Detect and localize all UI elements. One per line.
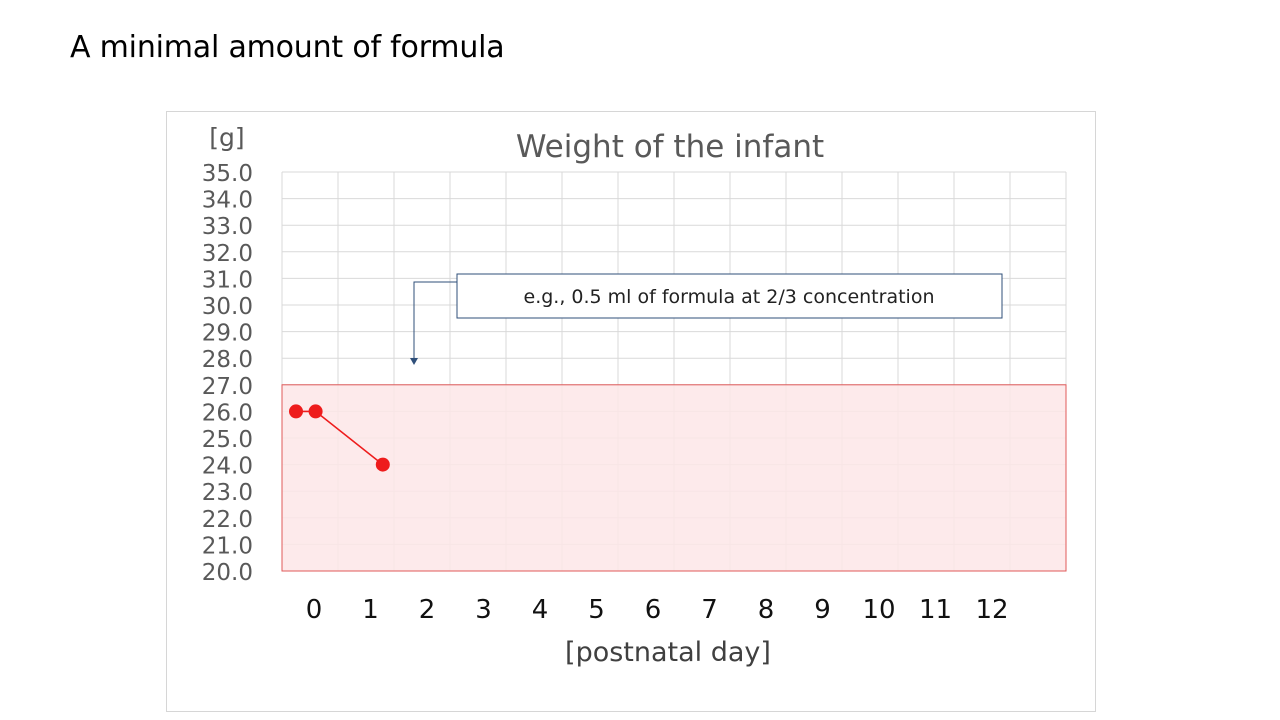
x-tick-label: 12	[975, 595, 1008, 625]
y-axis-label: [g]	[209, 123, 244, 152]
x-tick-label: 8	[758, 595, 775, 625]
y-tick-label: 33.0	[202, 214, 253, 240]
x-tick-label: 3	[475, 595, 492, 625]
x-tick-label: 6	[645, 595, 662, 625]
y-tick-label: 21.0	[202, 533, 253, 559]
target-range-band	[281, 384, 1067, 572]
y-tick-label: 30.0	[202, 294, 253, 320]
y-tick-label: 34.0	[202, 188, 253, 214]
x-tick-label: 7	[701, 595, 718, 625]
annotation-connector	[413, 281, 457, 359]
slide-title: A minimal amount of formula	[70, 30, 505, 65]
y-tick-label: 31.0	[202, 267, 253, 293]
y-tick-label: 32.0	[202, 241, 253, 267]
data-point	[375, 457, 390, 472]
x-tick-label: 10	[862, 595, 895, 625]
x-tick-label: 5	[588, 595, 605, 625]
x-tick-label: 11	[919, 595, 952, 625]
y-tick-label: 25.0	[202, 427, 253, 453]
annotation-text: e.g., 0.5 ml of formula at 2/3 concentra…	[524, 286, 935, 308]
annotation-box	[456, 273, 1003, 319]
x-axis-label: [postnatal day]	[565, 637, 771, 668]
y-tick-label: 28.0	[202, 347, 253, 373]
y-tick-label: 29.0	[202, 321, 253, 347]
y-tick-label: 24.0	[202, 454, 253, 480]
series-layer	[289, 404, 390, 472]
y-axis-ticks: 20.021.022.023.024.025.026.027.028.029.0…	[202, 161, 253, 586]
data-point	[289, 404, 303, 419]
x-tick-label: 9	[814, 595, 831, 625]
x-tick-label: 4	[532, 595, 549, 625]
y-tick-label: 27.0	[202, 374, 253, 400]
target-range-layer	[281, 384, 1067, 572]
chart-title: Weight of the infant	[516, 129, 824, 165]
x-tick-label: 2	[419, 595, 436, 625]
y-tick-label: 35.0	[202, 161, 253, 187]
y-tick-label: 20.0	[202, 560, 253, 586]
data-point	[308, 404, 323, 419]
x-tick-label: 0	[306, 595, 323, 625]
y-tick-label: 22.0	[202, 507, 253, 533]
x-axis-ticks: 0 1 2 3 4 5 6 7 8 9 10 11 12	[306, 595, 1009, 625]
y-tick-label: 23.0	[202, 480, 253, 506]
annotation: e.g., 0.5 ml of formula at 2/3 concentra…	[410, 273, 1003, 365]
x-tick-label: 1	[362, 595, 379, 625]
annotation-arrow-icon	[410, 358, 418, 365]
y-tick-label: 26.0	[202, 400, 253, 426]
